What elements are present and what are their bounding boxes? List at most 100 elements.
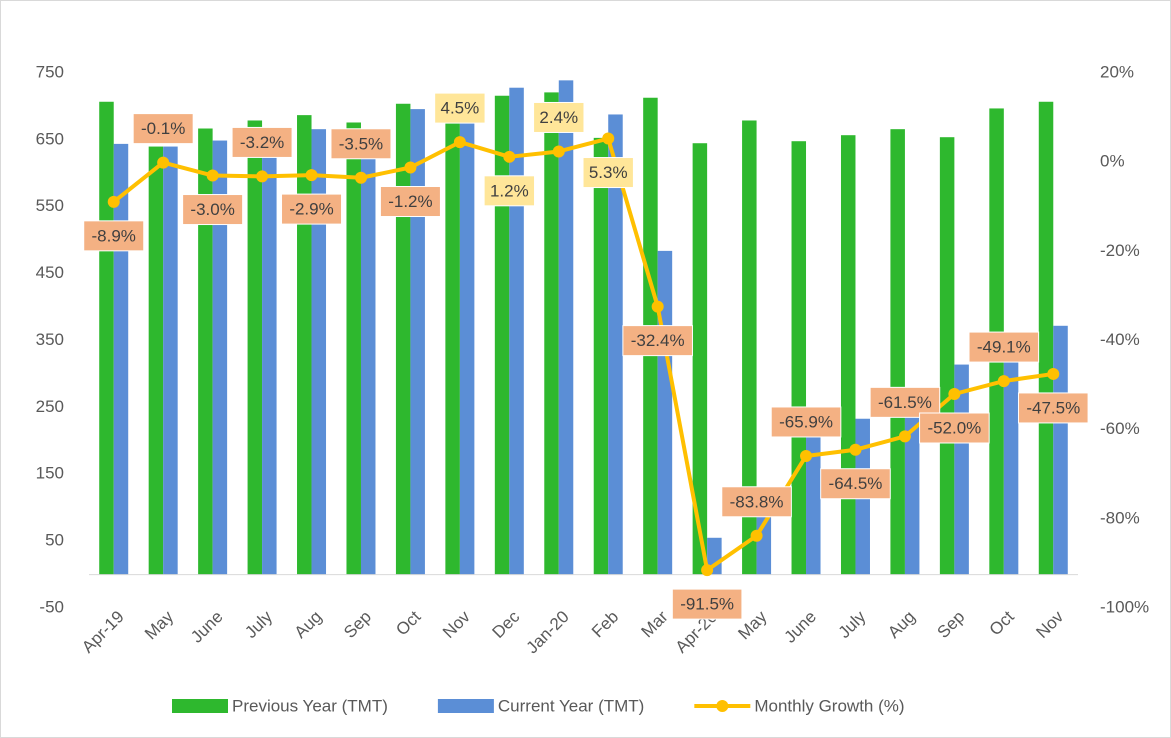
bar (262, 135, 277, 575)
data-label-box (671, 588, 743, 620)
bar (395, 103, 411, 575)
marker (948, 388, 961, 400)
bar (657, 250, 673, 575)
data-label: -49.1% (977, 338, 1031, 357)
bar (608, 114, 623, 575)
marker (305, 169, 318, 182)
bar (1053, 325, 1068, 575)
bar (410, 109, 425, 575)
y-tick-label: 50 (45, 531, 64, 550)
data-label-box (132, 113, 194, 145)
data-label-box (182, 194, 244, 226)
y-tick-label: 250 (36, 397, 64, 416)
marker (453, 136, 466, 149)
bar (1038, 101, 1054, 575)
y2-tick-label: -40% (1100, 330, 1140, 349)
data-label-box (919, 412, 990, 444)
y-tick-label: 750 (36, 62, 64, 81)
marker (898, 430, 911, 443)
data-label-box (281, 193, 343, 225)
bar (692, 143, 708, 575)
data-label: -65.9% (779, 412, 833, 431)
data-label: 2.4% (539, 108, 578, 127)
bar (297, 115, 312, 575)
data-label-box (622, 325, 693, 357)
data-label-box (83, 220, 145, 252)
bar (163, 146, 178, 575)
marker (800, 449, 813, 462)
bar (890, 129, 905, 575)
y-tick-label: -50 (39, 597, 64, 616)
bar (198, 128, 213, 575)
data-label: 1.2% (490, 181, 529, 200)
marker (1047, 367, 1060, 380)
legend-swatch (437, 699, 494, 713)
marker (750, 529, 763, 542)
legend-label: Current Year (TMT) (498, 696, 644, 715)
y2-tick-label: 0% (1100, 152, 1125, 171)
marker (701, 564, 714, 577)
data-label-box (330, 128, 392, 160)
bar (593, 137, 609, 575)
marker (602, 132, 615, 145)
data-label: -32.4% (631, 331, 685, 350)
data-label-box (582, 157, 634, 189)
data-label: -1.2% (388, 192, 432, 211)
bar (1003, 337, 1019, 575)
data-label-box (1017, 392, 1089, 424)
bar (544, 92, 559, 575)
data-label: 4.5% (441, 99, 480, 118)
data-label-box (770, 406, 842, 438)
bar (840, 135, 856, 575)
marker (206, 169, 219, 182)
bar (742, 120, 757, 575)
data-label: -2.9% (289, 200, 333, 219)
legend-swatch (172, 699, 228, 713)
marker (157, 156, 170, 169)
y2-tick-label: -80% (1100, 508, 1140, 527)
y-tick-label: 150 (36, 464, 64, 483)
marker (849, 443, 862, 456)
data-label-box (483, 175, 536, 207)
line (112, 136, 1054, 573)
data-label-box (533, 101, 585, 133)
bar (791, 141, 807, 575)
bar (558, 80, 574, 575)
bar (939, 137, 955, 575)
data-label-box (869, 386, 941, 418)
data-label-box (820, 468, 891, 500)
data-label-box (379, 186, 441, 218)
marker (503, 150, 516, 163)
y2-tick-label: -100% (1100, 597, 1149, 616)
legend-label: Previous Year (TMT) (232, 696, 388, 715)
bar (346, 122, 361, 575)
bar (247, 120, 263, 575)
data-label: -0.1% (141, 119, 185, 138)
data-label: -3.0% (190, 200, 234, 219)
bar (904, 403, 920, 575)
bar (445, 122, 460, 575)
y2-tick-label: -20% (1100, 241, 1140, 260)
y2-tick-label: -60% (1100, 419, 1140, 438)
marker (552, 145, 565, 158)
y-tick-label: 550 (36, 196, 64, 215)
data-label: -61.5% (878, 393, 932, 412)
bar (459, 101, 475, 575)
y-tick-label: 650 (36, 129, 64, 148)
y-tick-label: 350 (36, 330, 64, 349)
y-tick-label: 450 (36, 263, 64, 282)
data-label: -64.5% (829, 474, 883, 493)
data-label-box (434, 92, 486, 124)
data-label: -8.9% (92, 226, 136, 245)
data-label: -52.0% (927, 418, 981, 437)
bar (311, 129, 327, 575)
bar (806, 426, 821, 575)
data-label: -47.5% (1026, 398, 1080, 417)
data-label: -3.2% (240, 133, 284, 152)
bar (494, 95, 510, 575)
marker (107, 195, 120, 208)
legend-swatch (716, 700, 729, 712)
marker (997, 375, 1010, 388)
